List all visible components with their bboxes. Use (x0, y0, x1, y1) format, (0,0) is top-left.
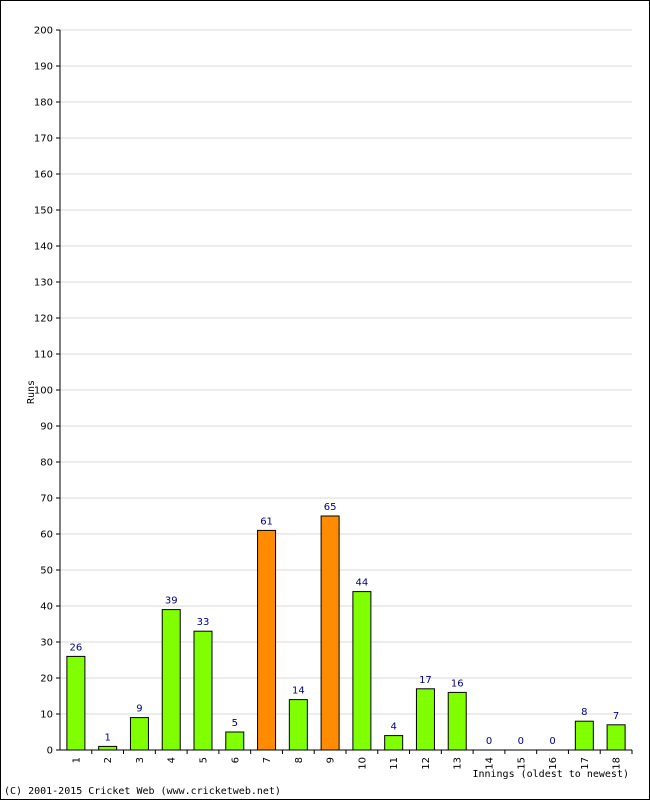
data-label: 17 (419, 675, 432, 686)
data-label: 9 (136, 704, 142, 715)
y-tick-label: 130 (34, 278, 53, 289)
x-tick-label: 13 (453, 757, 464, 770)
y-tick-label: 180 (34, 98, 53, 109)
x-tick-label: 18 (612, 757, 623, 770)
y-tick-label: 80 (40, 458, 53, 469)
x-tick-label: 6 (230, 757, 241, 763)
bar (352, 591, 372, 751)
data-label: 0 (549, 736, 555, 747)
bar (161, 609, 181, 751)
bar (384, 735, 404, 751)
data-label: 4 (390, 722, 396, 733)
x-tick-label: 5 (199, 757, 210, 763)
data-label: 0 (518, 736, 524, 747)
y-tick-label: 200 (34, 26, 53, 37)
x-tick-label: 7 (262, 757, 273, 763)
y-tick-label: 190 (34, 62, 53, 73)
x-tick-label: 16 (548, 757, 559, 770)
y-tick-label: 100 (34, 386, 53, 397)
bar (288, 699, 308, 751)
copyright-footer: (C) 2001-2015 Cricket Web (www.cricketwe… (4, 786, 281, 797)
bar (66, 655, 86, 751)
y-tick-label: 50 (40, 566, 53, 577)
bars (66, 515, 626, 751)
x-tick-label: 8 (294, 757, 305, 763)
x-tick-label: 17 (580, 757, 591, 770)
x-tick-label: 15 (516, 757, 527, 770)
data-label: 14 (292, 686, 305, 697)
x-tick-label: 2 (103, 757, 114, 763)
data-label: 5 (232, 718, 238, 729)
bar (415, 688, 435, 751)
data-label: 8 (581, 707, 587, 718)
x-tick-label: 3 (135, 757, 146, 763)
bar (574, 720, 594, 751)
y-tick-label: 160 (34, 170, 53, 181)
data-label: 33 (197, 617, 210, 628)
data-label: 1 (104, 732, 110, 743)
x-axis-title: Innings (oldest to newest) (472, 769, 629, 780)
bar (225, 731, 245, 751)
y-tick-label: 10 (40, 710, 53, 721)
y-tick-label: 110 (34, 350, 53, 361)
x-axis-ticks: 1 2 3 4 5 6 7 8 9 10 11 12 13 14 15 16 17 18 (71, 750, 633, 770)
y-tick-label: 0 (47, 746, 53, 757)
x-tick-label: 1 (71, 757, 82, 763)
x-tick-label: 10 (357, 757, 368, 770)
y-tick-label: 70 (40, 494, 53, 505)
bar (129, 717, 149, 751)
bar (606, 724, 626, 751)
data-label: 65 (324, 502, 337, 513)
x-tick-label: 14 (485, 757, 496, 770)
data-label: 26 (70, 642, 83, 653)
y-axis-title: Runs (26, 380, 37, 404)
bar (193, 630, 213, 751)
y-tick-label: 120 (34, 314, 53, 325)
data-label: 7 (613, 711, 619, 722)
y-tick-label: 150 (34, 206, 53, 217)
x-tick-label: 12 (421, 757, 432, 770)
data-label: 16 (451, 678, 464, 689)
data-label: 0 (486, 736, 492, 747)
data-label: 39 (165, 596, 178, 607)
y-tick-label: 40 (40, 602, 53, 613)
gridlines (60, 29, 632, 715)
data-label: 61 (260, 516, 273, 527)
data-label: 44 (356, 578, 369, 589)
bar (257, 529, 277, 751)
y-tick-label: 60 (40, 530, 53, 541)
y-tick-label: 20 (40, 674, 53, 685)
y-tick-label: 170 (34, 134, 53, 145)
x-tick-label: 11 (389, 757, 400, 770)
x-tick-label: 9 (326, 757, 337, 763)
y-tick-label: 90 (40, 422, 53, 433)
y-tick-label: 30 (40, 638, 53, 649)
x-tick-label: 4 (167, 757, 178, 763)
bar (447, 691, 467, 751)
y-tick-label: 140 (34, 242, 53, 253)
bar (98, 745, 118, 751)
y-axis-ticks: 0 10 20 30 40 50 60 70 80 90 100 110 120 130 140 150 160… (34, 26, 60, 757)
bar (320, 515, 340, 751)
